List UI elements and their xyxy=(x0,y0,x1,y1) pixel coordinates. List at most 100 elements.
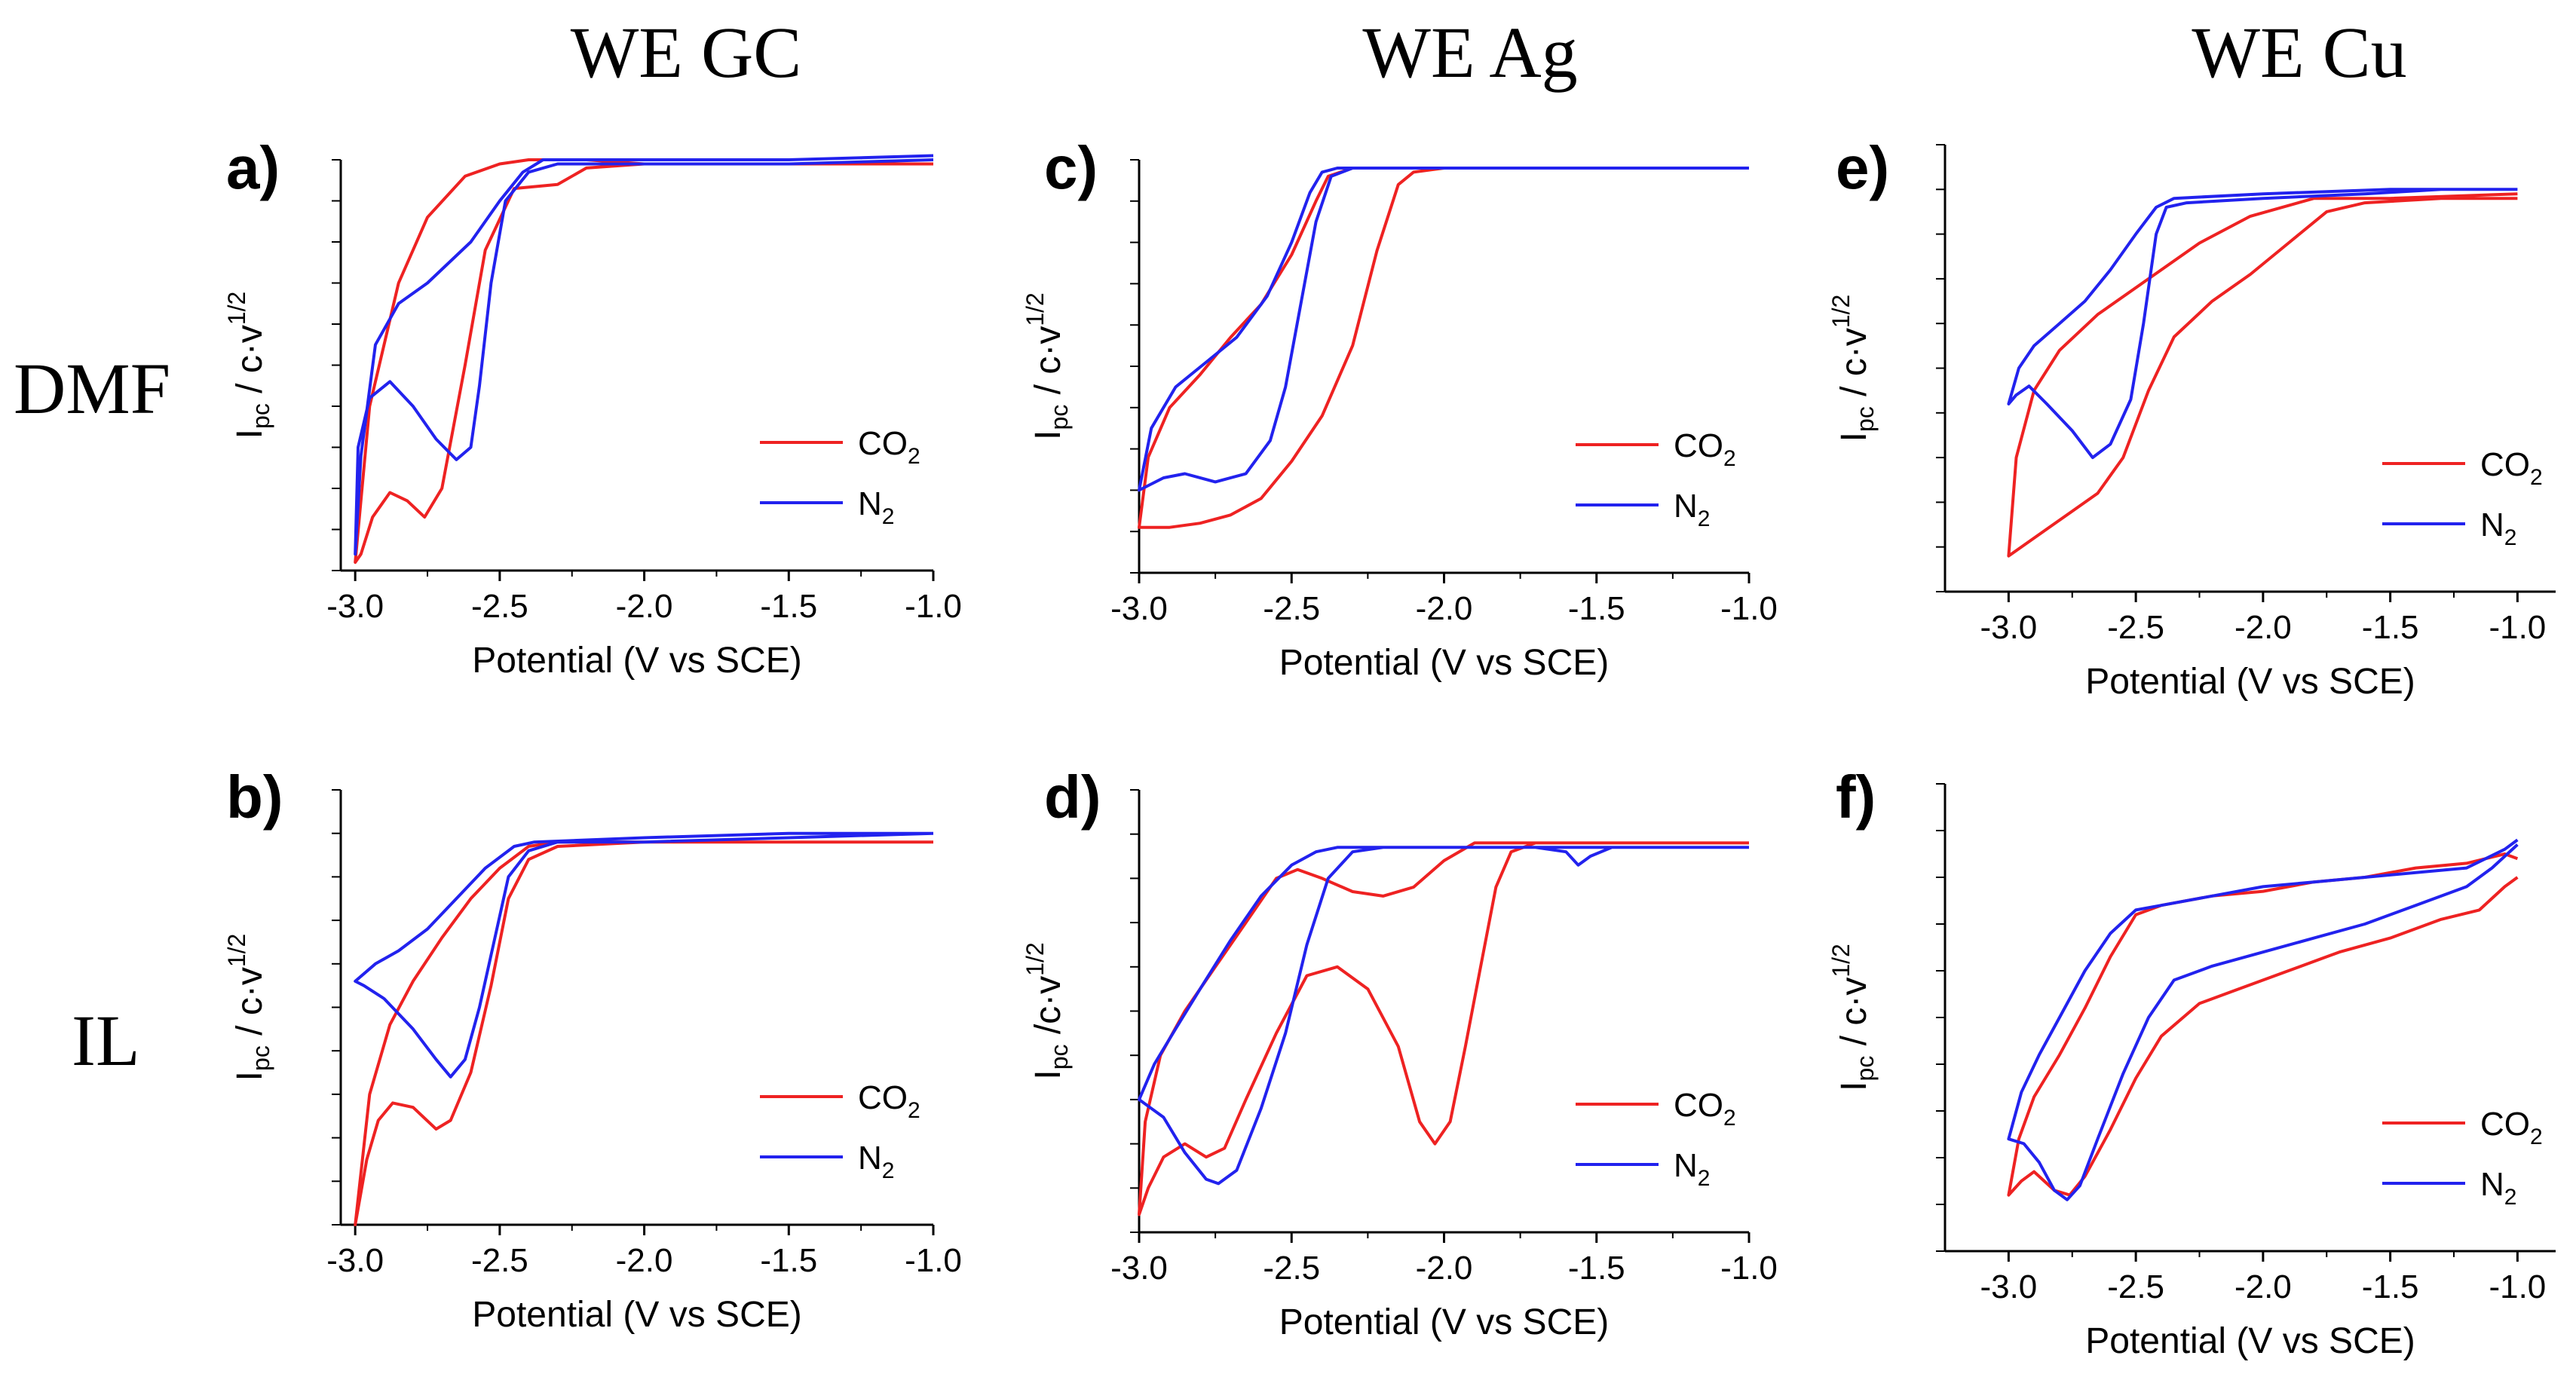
legend-subscript: 2 xyxy=(2530,1125,2543,1149)
x-tick-label: -3.0 xyxy=(326,1242,384,1279)
series-line-n2 xyxy=(1138,846,1749,1186)
y-label-rest: / c·v xyxy=(1834,328,1874,406)
column-title-ag: WE Ag xyxy=(1362,12,1578,93)
series-line-n2 xyxy=(1138,167,1749,492)
y-label-sub: pc xyxy=(1852,406,1879,432)
y-axis-label: Ipc / c·v1/2 xyxy=(223,292,274,439)
series-line-co2 xyxy=(2007,852,2519,1197)
x-axis-label: Potential (V vs SCE) xyxy=(2085,662,2415,702)
y-label-sub: pc xyxy=(247,1045,274,1071)
series-line-n2 xyxy=(2007,838,2519,1201)
x-axis-label: Potential (V vs SCE) xyxy=(472,641,801,681)
x-axis-label: Potential (V vs SCE) xyxy=(1279,643,1609,683)
series-line-co2 xyxy=(2007,192,2518,558)
x-tick-label: -1.0 xyxy=(905,588,962,625)
x-tick-label: -3.0 xyxy=(326,588,384,625)
chart-panel-f: -3.0 -2.5 -2.0 -1.5 -1.0 Potential (V vs SCE)… xyxy=(1827,763,2556,1361)
y-axis-label: Ipc / c·v1/2 xyxy=(1827,295,1879,442)
series-line-n2 xyxy=(354,154,934,556)
y-label-sup: 1/2 xyxy=(223,934,250,967)
legend-name: CO xyxy=(858,425,908,462)
legend-label-n2: N2 xyxy=(1674,1147,1710,1191)
legend-name: N xyxy=(858,1140,882,1177)
x-tick-label: -2.0 xyxy=(2234,609,2292,646)
legend-label-n2: N2 xyxy=(2480,506,2516,550)
y-label-sup: 1/2 xyxy=(1022,292,1049,326)
x-tick-label: -2.5 xyxy=(2107,1268,2164,1305)
series-line-co2 xyxy=(354,158,933,565)
chart-panel-e: -3.0 -2.5 -2.0 -1.5 -1.0 Potential (V vs SCE)… xyxy=(1827,134,2556,702)
y-label-sup: 1/2 xyxy=(223,292,250,325)
x-tick-label: -2.0 xyxy=(1416,1250,1473,1287)
y-axis-label: Ipc / c·v1/2 xyxy=(223,934,274,1082)
legend-subscript: 2 xyxy=(2504,1185,2517,1210)
legend-name: N xyxy=(2480,506,2504,543)
legend-name: CO xyxy=(1674,1087,1723,1124)
legend-name: CO xyxy=(2480,446,2530,483)
x-tick-label: -2.5 xyxy=(1263,590,1320,627)
legend-label-co2: CO2 xyxy=(2480,1106,2543,1149)
legend-name: N xyxy=(2480,1166,2504,1203)
x-tick-label: -1.5 xyxy=(2362,1268,2419,1305)
series-line-n2 xyxy=(2007,188,2518,460)
panel-label: a) xyxy=(226,134,280,201)
x-axis-label: Potential (V vs SCE) xyxy=(1279,1302,1609,1342)
row-title-il: IL xyxy=(72,1000,140,1081)
y-label-main: I xyxy=(1834,432,1874,442)
x-tick-label: -1.5 xyxy=(1568,1250,1625,1287)
y-axis-label: Ipc /c·v1/2 xyxy=(1022,942,1073,1079)
row-title-dmf: DMF xyxy=(14,348,171,429)
x-tick-label: -3.0 xyxy=(1110,1250,1168,1287)
y-label-main: I xyxy=(230,1071,270,1081)
x-tick-label: -2.5 xyxy=(1263,1250,1320,1287)
chart-panel-b: -3.0 -2.5 -2.0 -1.5 -1.0 Potential (V vs SCE)… xyxy=(223,763,962,1335)
y-label-main: I xyxy=(1028,430,1068,439)
y-label-main: I xyxy=(230,429,270,439)
legend-label-n2: N2 xyxy=(858,485,894,529)
x-tick-label: -1.0 xyxy=(2489,1268,2546,1305)
x-tick-label: -1.0 xyxy=(2489,609,2546,646)
column-title-gc: WE GC xyxy=(570,12,802,93)
chart-panel-c: -3.0 -2.5 -2.0 -1.5 -1.0 Potential (V vs SCE)… xyxy=(1022,134,1778,683)
x-tick-label: -1.5 xyxy=(760,1242,817,1279)
panel-label: c) xyxy=(1044,134,1098,201)
series-line-co2 xyxy=(1138,841,1749,1216)
x-tick-label: -3.0 xyxy=(1980,609,2037,646)
legend-name: N xyxy=(1674,488,1698,525)
legend-subscript: 2 xyxy=(1723,1106,1736,1131)
panel-label: e) xyxy=(1836,134,1889,201)
legend-name: N xyxy=(858,485,882,522)
legend-subscript: 2 xyxy=(908,1098,920,1123)
legend-name: CO xyxy=(858,1079,908,1116)
column-title-cu: WE Cu xyxy=(2192,12,2407,93)
series-line-co2 xyxy=(1138,167,1749,529)
series-line-co2 xyxy=(354,840,933,1226)
x-tick-label: -2.0 xyxy=(616,1242,673,1279)
x-axis-label: Potential (V vs SCE) xyxy=(472,1295,801,1335)
legend-label-n2: N2 xyxy=(2480,1166,2516,1210)
panel-label: f) xyxy=(1836,763,1876,831)
x-tick-label: -2.5 xyxy=(471,1242,528,1279)
panel-label: d) xyxy=(1044,763,1101,831)
legend-label-co2: CO2 xyxy=(858,425,920,469)
x-tick-label: -2.0 xyxy=(2234,1268,2292,1305)
legend-label-n2: N2 xyxy=(1674,488,1710,531)
x-tick-label: -1.0 xyxy=(905,1242,962,1279)
y-label-sub: pc xyxy=(1046,1045,1073,1070)
y-label-rest: / c·v xyxy=(1028,326,1068,405)
legend-name: CO xyxy=(1674,427,1723,464)
legend-subscript: 2 xyxy=(1698,1166,1711,1191)
legend-label-co2: CO2 xyxy=(858,1079,920,1123)
chart-panel-a: -3.0 -2.5 -2.0 -1.5 -1.0 Potential (V vs SCE)… xyxy=(223,134,962,681)
x-tick-label: -1.5 xyxy=(2362,609,2419,646)
x-tick-label: -1.0 xyxy=(1720,590,1778,627)
legend-subscript: 2 xyxy=(908,444,920,469)
y-label-main: I xyxy=(1028,1069,1068,1079)
x-tick-label: -2.5 xyxy=(2107,609,2164,646)
y-label-sub: pc xyxy=(247,403,274,429)
x-tick-label: -2.0 xyxy=(616,588,673,625)
x-tick-label: -1.0 xyxy=(1720,1250,1778,1287)
y-axis-label: Ipc / c·v1/2 xyxy=(1827,944,1879,1091)
